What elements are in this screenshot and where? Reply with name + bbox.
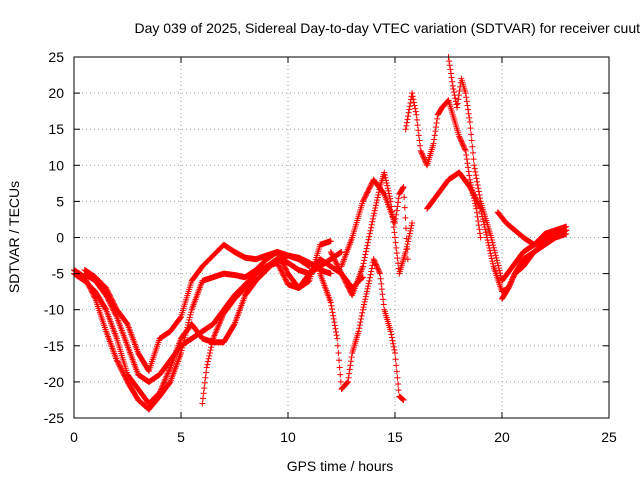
plus-markers bbox=[327, 169, 416, 299]
y-tick-labels: -25 -20 -15 -10 -5 0 5 10 15 20 25 bbox=[44, 49, 64, 426]
x-tick-label: 25 bbox=[601, 429, 617, 445]
y-tick-label: 10 bbox=[48, 157, 64, 173]
y-tick-label: -20 bbox=[44, 374, 64, 390]
series-track-6 bbox=[317, 256, 407, 403]
x-tick-label: 10 bbox=[280, 429, 296, 445]
series-track-13 bbox=[499, 227, 570, 302]
plus-markers bbox=[494, 209, 570, 248]
series-track-12 bbox=[494, 209, 570, 248]
y-tick-label: 25 bbox=[48, 49, 64, 65]
series-track-1 bbox=[71, 248, 313, 413]
ticks-layer bbox=[73, 56, 610, 419]
y-tick-label: -5 bbox=[52, 266, 65, 282]
plus-markers bbox=[338, 176, 411, 270]
data-points-layer bbox=[71, 54, 570, 413]
y-tick-label: 5 bbox=[56, 193, 64, 209]
y-tick-label: 15 bbox=[48, 121, 64, 137]
y-axis-label: SDTVAR / TECUs bbox=[6, 181, 22, 293]
y-tick-label: 20 bbox=[48, 85, 64, 101]
plus-markers bbox=[499, 227, 570, 302]
x-tick-label: 5 bbox=[177, 429, 185, 445]
plus-markers bbox=[317, 256, 407, 403]
x-axis-label: GPS time / hours bbox=[287, 458, 394, 474]
series-track-8 bbox=[338, 176, 411, 270]
plus-markers bbox=[445, 54, 570, 284]
x-tick-label: 20 bbox=[494, 429, 510, 445]
y-tick-label: -25 bbox=[44, 410, 64, 426]
x-tick-labels: 0 5 10 15 20 25 bbox=[70, 429, 617, 445]
y-tick-label: -10 bbox=[44, 302, 64, 318]
y-tick-label: -15 bbox=[44, 338, 64, 354]
series-track-10 bbox=[445, 54, 570, 284]
series-track-7 bbox=[327, 169, 416, 299]
plus-markers bbox=[71, 248, 313, 413]
x-tick-label: 0 bbox=[70, 429, 78, 445]
y-tick-label: 0 bbox=[56, 230, 64, 246]
x-tick-label: 15 bbox=[387, 429, 403, 445]
chart-title: Day 039 of 2025, Sidereal Day-to-day VTE… bbox=[134, 20, 640, 36]
